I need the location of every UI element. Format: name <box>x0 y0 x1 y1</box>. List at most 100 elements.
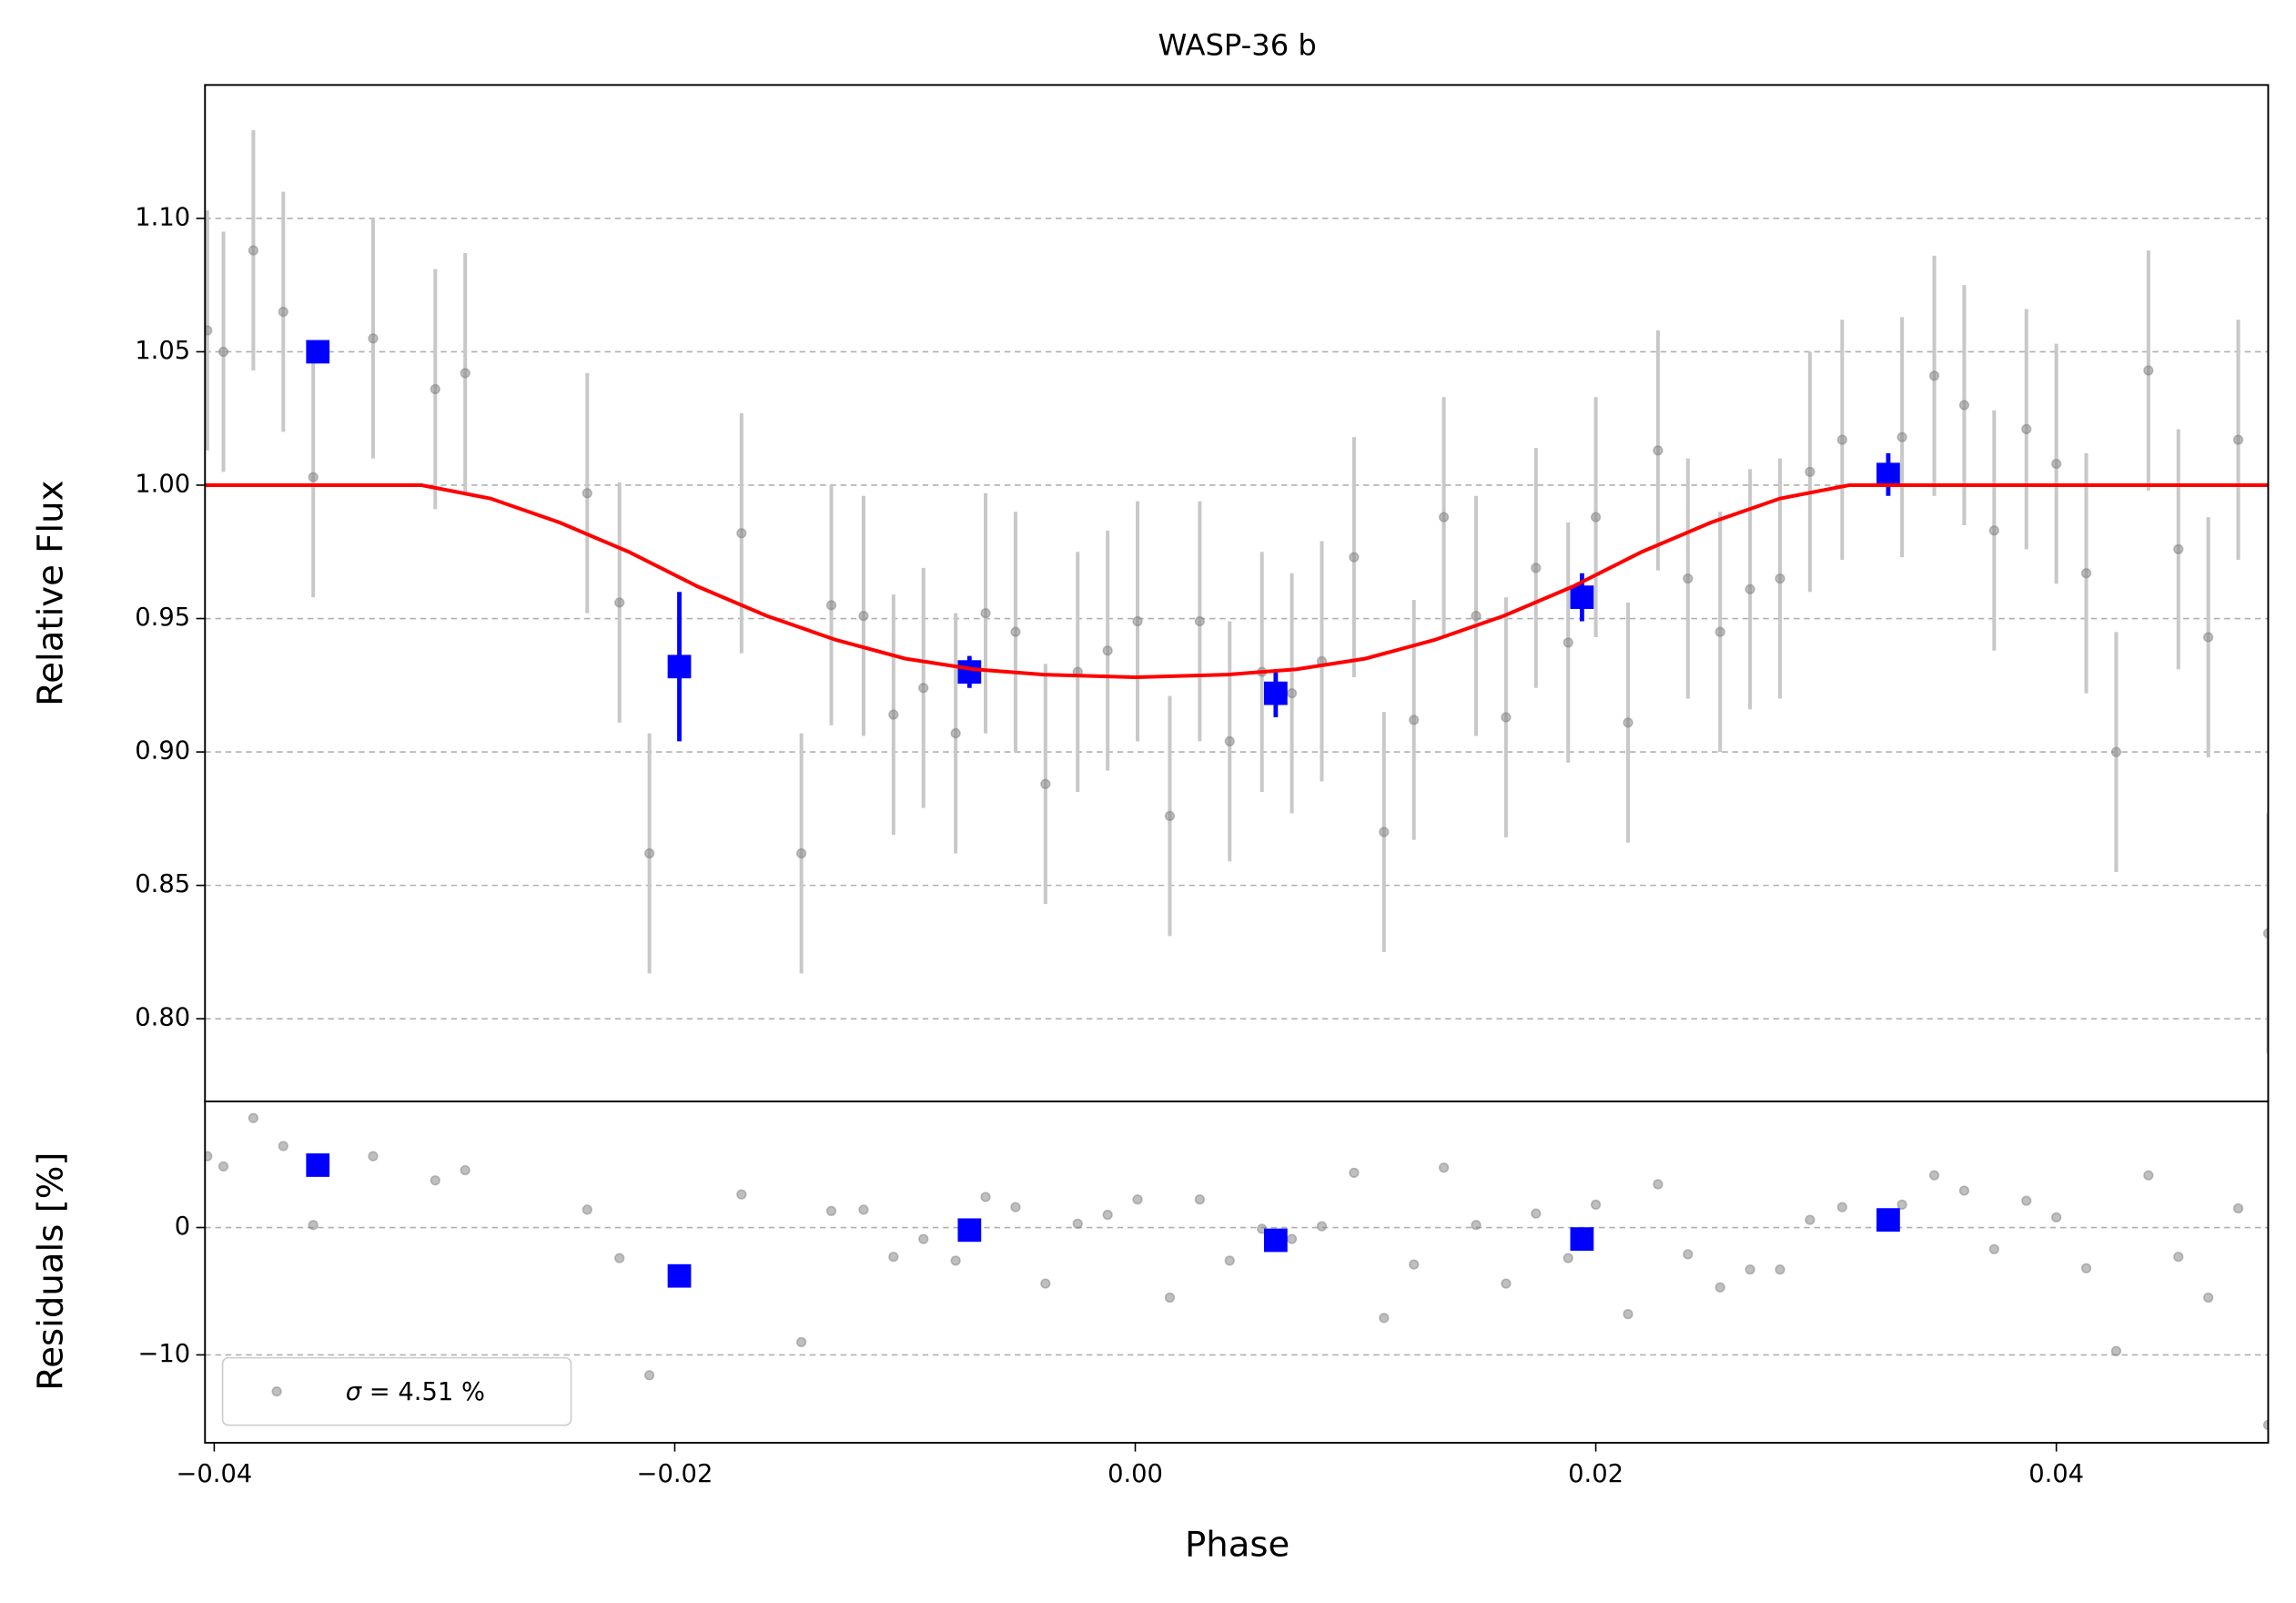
data-point <box>368 1151 379 1162</box>
data-point <box>795 847 807 859</box>
x-tick-label: 0.02 <box>1568 1460 1623 1488</box>
data-point <box>1563 1253 1573 1263</box>
data-point <box>614 1253 625 1263</box>
y-tick-label: 0.95 <box>135 604 190 632</box>
data-point <box>1194 1194 1205 1205</box>
x-tick-label: −0.02 <box>637 1460 713 1488</box>
data-point <box>1836 434 1847 445</box>
data-point <box>1102 1209 1113 1221</box>
data-point <box>1501 712 1512 723</box>
data-point <box>1194 615 1205 627</box>
data-point <box>1623 1309 1633 1320</box>
data-point <box>1653 1179 1664 1190</box>
data-point <box>1896 431 1907 442</box>
binned-point <box>306 340 330 364</box>
data-point <box>1745 583 1755 594</box>
y-tick-label: 0 <box>175 1212 190 1241</box>
data-point <box>1379 827 1390 837</box>
binned-point <box>1263 681 1288 705</box>
data-point <box>1745 1264 1755 1275</box>
data-point <box>736 528 747 539</box>
x-axis-label: Phase <box>1185 1525 1290 1566</box>
y-tick-label: 0.85 <box>135 870 190 898</box>
data-point <box>2232 434 2244 445</box>
chart-title: WASP-36 b <box>1158 28 1316 63</box>
data-point <box>888 709 899 720</box>
binned-point <box>1570 585 1594 609</box>
data-point <box>1224 1255 1235 1266</box>
data-point <box>1040 1278 1051 1289</box>
data-point <box>1132 615 1143 627</box>
data-point <box>2203 632 2214 643</box>
binned-point <box>306 1153 330 1177</box>
data-point <box>582 488 592 499</box>
data-point <box>1164 1292 1176 1304</box>
data-point <box>2203 1292 2214 1304</box>
data-point <box>858 610 869 622</box>
data-point <box>460 1164 470 1176</box>
data-point <box>1775 573 1785 584</box>
data-point <box>1438 1162 1450 1173</box>
data-point <box>888 1252 899 1263</box>
binned-point <box>667 1263 692 1288</box>
plot-area <box>205 130 2269 1054</box>
data-point <box>1379 1313 1390 1324</box>
data-point <box>980 608 991 619</box>
binned-point <box>1876 1208 1900 1233</box>
data-point <box>2080 1263 2092 1273</box>
legend-label: σ = 4.51 % <box>346 1378 485 1406</box>
data-point <box>1590 1199 1602 1210</box>
data-point <box>217 1161 229 1172</box>
data-point <box>217 346 229 358</box>
data-point <box>2173 1252 2184 1263</box>
data-point <box>858 1204 869 1215</box>
data-point <box>248 1112 259 1123</box>
data-point <box>643 1370 655 1381</box>
data-point <box>918 1233 929 1244</box>
binned-point <box>1263 1228 1288 1253</box>
data-point <box>1805 466 1816 477</box>
data-point <box>1286 687 1298 699</box>
data-point <box>2080 568 2092 579</box>
data-point <box>643 847 655 859</box>
data-point <box>1623 717 1633 728</box>
data-point <box>1714 1282 1725 1293</box>
data-point <box>825 1205 837 1216</box>
data-point <box>918 683 929 694</box>
axes: 0.80 0.85 0.90 0.95 1.00 1.05 1.10 −10 0 −0.04 −0.… <box>135 84 2270 1488</box>
data-point <box>2051 1212 2062 1223</box>
legend-text: σ <box>346 1378 363 1406</box>
data-point <box>1349 1167 1360 1179</box>
data-point <box>2232 1202 2244 1214</box>
data-point <box>2262 1419 2269 1430</box>
binned-point <box>957 1218 982 1243</box>
data-point <box>308 1220 319 1231</box>
data-point <box>1958 400 1970 411</box>
data-point <box>2143 1170 2154 1181</box>
data-point <box>950 1255 961 1266</box>
data-point <box>1958 1185 1970 1196</box>
data-point <box>308 472 319 482</box>
data-point <box>1409 715 1420 725</box>
data-point <box>1563 637 1573 648</box>
data-point <box>1040 778 1051 789</box>
data-point <box>2173 543 2184 554</box>
data-point <box>2021 423 2032 435</box>
y-tick-label: 1.00 <box>135 470 190 498</box>
data-point <box>1438 512 1450 522</box>
data-point <box>1349 552 1360 563</box>
axes-frame <box>204 1101 2270 1444</box>
legend-box <box>221 1356 572 1426</box>
data-point <box>1132 1194 1143 1205</box>
y-tick-label: 0.90 <box>135 737 190 766</box>
x-tick-label: −0.04 <box>176 1460 252 1488</box>
data-point <box>1775 1264 1785 1275</box>
data-point <box>1409 1259 1420 1270</box>
data-point <box>2143 365 2154 376</box>
data-point <box>1010 1202 1021 1212</box>
data-point <box>278 1141 288 1152</box>
y-tick-label: −10 <box>137 1340 190 1368</box>
y-axis-label: Relative Flux <box>30 481 71 706</box>
data-point <box>1286 1233 1298 1244</box>
